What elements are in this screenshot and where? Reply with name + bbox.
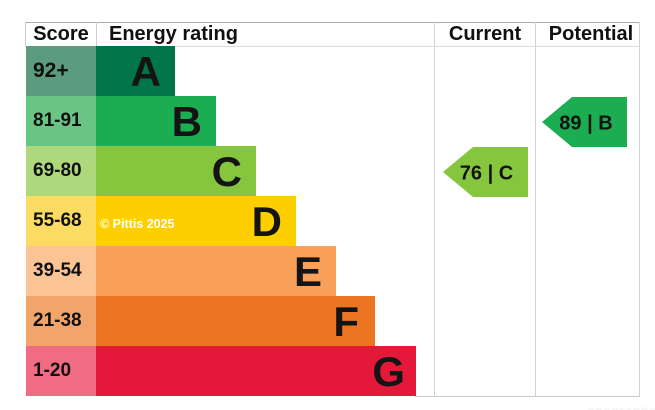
- svg-text:76 | C: 76 | C: [460, 162, 513, 184]
- svg-text:89 | B: 89 | B: [559, 112, 612, 134]
